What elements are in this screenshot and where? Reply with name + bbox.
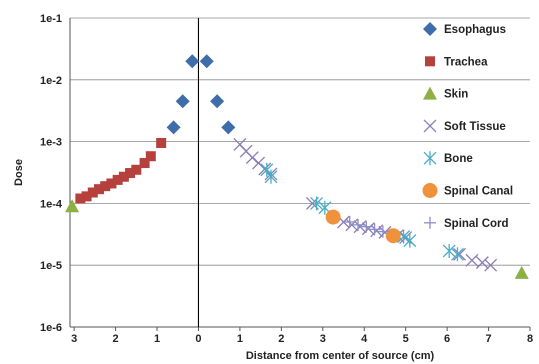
point-skin xyxy=(514,265,529,279)
legend-marker-spinal-cord xyxy=(424,216,436,229)
x-tick-label: 2 xyxy=(278,333,284,345)
legend-marker-bone xyxy=(423,151,437,166)
point-spinal-canal xyxy=(385,228,401,244)
legend-label-spinal-canal: Spinal Canal xyxy=(444,186,513,198)
point-trachea xyxy=(131,164,142,175)
point-soft-tissue xyxy=(465,253,479,267)
legend-item-spinal-canal: Spinal Canal xyxy=(422,183,513,198)
legend-label-spinal-cord: Spinal Cord xyxy=(444,218,509,230)
y-tick-label: 1e-2 xyxy=(40,75,62,87)
x-axis-label: Distance from center of source (cm) xyxy=(246,350,435,362)
x-tick-label: 1 xyxy=(237,333,243,345)
point-esophagus xyxy=(199,54,214,69)
point-trachea xyxy=(75,193,86,204)
point-spinal-cord xyxy=(343,216,356,229)
y-tick-label: 1e-6 xyxy=(40,322,62,334)
legend: Esophagus Trachea Skin Soft Tissue Bone Spina… xyxy=(422,22,513,230)
x-tick-label: 6 xyxy=(444,333,450,345)
point-trachea xyxy=(94,184,105,195)
point-soft-tissue xyxy=(484,258,498,272)
point-soft-tissue xyxy=(453,247,467,261)
point-esophagus xyxy=(185,54,200,69)
legend-marker-esophagus xyxy=(423,22,437,36)
legend-label-soft-tissue: Soft Tissue xyxy=(444,121,506,133)
y-tick-label: 1e-1 xyxy=(40,13,62,25)
point-soft-tissue xyxy=(361,222,375,236)
x-tick-label: 3 xyxy=(71,333,77,345)
x-tick-label: 4 xyxy=(361,333,368,345)
point-soft-tissue xyxy=(475,256,489,270)
point-trachea xyxy=(87,187,98,198)
x-tick-label: 2 xyxy=(113,333,119,345)
legend-item-skin: Skin xyxy=(423,86,468,101)
point-trachea xyxy=(100,181,111,192)
data-points xyxy=(65,54,529,279)
legend-item-esophagus: Esophagus xyxy=(423,22,506,36)
point-trachea xyxy=(118,171,129,182)
point-bone xyxy=(264,169,278,184)
point-trachea xyxy=(139,158,150,169)
x-tick-label: 3 xyxy=(320,333,326,345)
point-trachea xyxy=(112,174,123,185)
point-soft-tissue xyxy=(353,220,367,234)
point-trachea xyxy=(145,151,156,162)
point-bone xyxy=(403,233,417,248)
legend-marker-soft-tissue xyxy=(423,119,437,133)
legend-marker-spinal-canal xyxy=(422,183,438,198)
point-soft-tissue xyxy=(370,224,384,238)
point-spinal-cord xyxy=(376,225,389,238)
y-tick-labels: 1e-6 1e-5 1e-4 1e-3 1e-2 1e-1 xyxy=(40,13,63,334)
y-tick-label: 1e-4 xyxy=(40,198,63,210)
legend-marker-skin xyxy=(423,86,437,100)
point-trachea xyxy=(106,178,117,189)
x-tick-labels: 3 2 1 0 1 2 3 4 5 6 7 8 xyxy=(71,327,533,345)
point-trachea xyxy=(81,191,92,202)
legend-marker-trachea xyxy=(425,56,435,67)
x-tick-label: 7 xyxy=(485,333,491,345)
point-skin xyxy=(65,199,80,213)
point-spinal-cord xyxy=(360,220,373,233)
point-esophagus xyxy=(175,94,190,109)
point-spinal-cord xyxy=(368,223,381,236)
legend-item-spinal-cord: Spinal Cord xyxy=(424,216,509,230)
legend-label-esophagus: Esophagus xyxy=(444,24,506,36)
legend-label-bone: Bone xyxy=(444,153,473,165)
point-bone xyxy=(451,247,464,262)
point-soft-tissue xyxy=(345,218,359,232)
point-esophagus xyxy=(210,94,225,109)
point-trachea xyxy=(156,137,167,148)
x-tick-label: 8 xyxy=(527,333,533,345)
legend-item-trachea: Trachea xyxy=(425,56,488,68)
x-tick-label: 5 xyxy=(403,333,409,345)
legend-label-trachea: Trachea xyxy=(444,56,488,68)
legend-item-soft-tissue: Soft Tissue xyxy=(423,119,506,133)
point-soft-tissue xyxy=(258,162,272,176)
point-esophagus xyxy=(166,120,181,135)
point-bone xyxy=(310,196,324,211)
point-bone xyxy=(442,243,456,258)
axes xyxy=(69,18,530,328)
y-axis-label: Dose xyxy=(13,159,25,186)
point-trachea xyxy=(125,168,136,179)
legend-item-bone: Bone xyxy=(423,151,473,166)
y-tick-label: 1e-3 xyxy=(40,137,62,149)
y-tick-label: 1e-5 xyxy=(40,260,62,272)
point-spinal-canal xyxy=(325,209,341,225)
point-esophagus xyxy=(221,120,236,135)
legend-label-skin: Skin xyxy=(444,89,468,101)
point-spinal-cord xyxy=(352,218,365,231)
x-tick-label: 0 xyxy=(195,333,201,345)
x-tick-label: 1 xyxy=(154,333,160,345)
